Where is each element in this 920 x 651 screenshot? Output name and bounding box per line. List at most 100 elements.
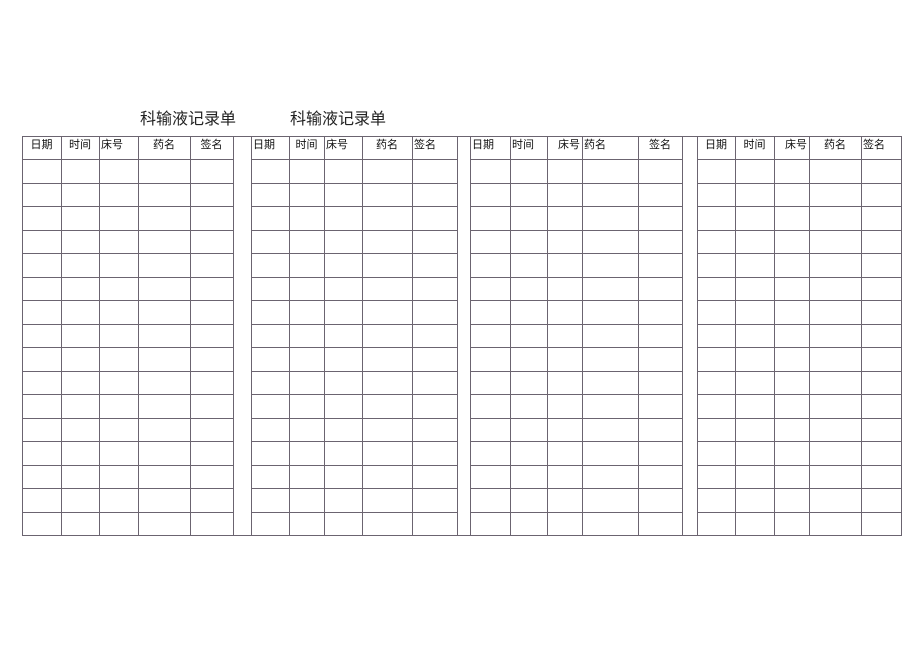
table-cell[interactable] <box>511 513 547 536</box>
table-cell[interactable] <box>23 442 61 465</box>
table-cell[interactable] <box>23 184 61 207</box>
table-cell[interactable] <box>583 466 638 489</box>
table-cell[interactable] <box>413 419 457 442</box>
table-cell[interactable] <box>548 513 582 536</box>
table-cell[interactable] <box>736 466 774 489</box>
table-cell[interactable] <box>62 466 99 489</box>
table-cell[interactable] <box>775 466 809 489</box>
table-cell[interactable] <box>62 231 99 254</box>
table-cell[interactable] <box>775 184 809 207</box>
table-cell[interactable] <box>698 254 735 277</box>
table-cell[interactable] <box>62 442 99 465</box>
table-cell[interactable] <box>862 325 901 348</box>
table-cell[interactable] <box>548 489 582 512</box>
table-cell[interactable] <box>325 325 362 348</box>
table-cell[interactable] <box>100 231 138 254</box>
table-cell[interactable] <box>698 184 735 207</box>
table-cell[interactable] <box>511 207 547 230</box>
table-cell[interactable] <box>471 301 510 324</box>
table-cell[interactable] <box>548 254 582 277</box>
table-cell[interactable] <box>471 278 510 301</box>
table-cell[interactable] <box>548 442 582 465</box>
table-cell[interactable] <box>736 254 774 277</box>
table-cell[interactable] <box>290 419 324 442</box>
table-cell[interactable] <box>698 489 735 512</box>
table-cell[interactable] <box>862 489 901 512</box>
table-cell[interactable] <box>413 395 457 418</box>
table-cell[interactable] <box>583 489 638 512</box>
table-cell[interactable] <box>100 513 138 536</box>
table-cell[interactable] <box>252 442 289 465</box>
table-cell[interactable] <box>736 160 774 183</box>
table-cell[interactable] <box>191 254 233 277</box>
table-cell[interactable] <box>23 489 61 512</box>
table-cell[interactable] <box>100 348 138 371</box>
table-cell[interactable] <box>363 489 412 512</box>
table-cell[interactable] <box>62 395 99 418</box>
table-cell[interactable] <box>810 325 861 348</box>
table-cell[interactable] <box>363 513 412 536</box>
table-cell[interactable] <box>698 442 735 465</box>
table-cell[interactable] <box>511 160 547 183</box>
table-cell[interactable] <box>325 489 362 512</box>
table-cell[interactable] <box>471 348 510 371</box>
table-cell[interactable] <box>775 419 809 442</box>
table-cell[interactable] <box>736 395 774 418</box>
table-cell[interactable] <box>325 301 362 324</box>
table-cell[interactable] <box>511 466 547 489</box>
table-cell[interactable] <box>191 231 233 254</box>
table-cell[interactable] <box>290 231 324 254</box>
table-cell[interactable] <box>862 301 901 324</box>
table-cell[interactable] <box>363 466 412 489</box>
table-cell[interactable] <box>583 348 638 371</box>
table-cell[interactable] <box>698 207 735 230</box>
table-cell[interactable] <box>736 442 774 465</box>
table-cell[interactable] <box>252 348 289 371</box>
table-cell[interactable] <box>252 395 289 418</box>
table-cell[interactable] <box>548 372 582 395</box>
table-cell[interactable] <box>139 254 190 277</box>
table-cell[interactable] <box>191 489 233 512</box>
table-cell[interactable] <box>100 442 138 465</box>
table-cell[interactable] <box>139 442 190 465</box>
table-cell[interactable] <box>548 348 582 371</box>
table-cell[interactable] <box>363 442 412 465</box>
table-cell[interactable] <box>413 489 457 512</box>
table-cell[interactable] <box>639 160 682 183</box>
table-cell[interactable] <box>290 395 324 418</box>
table-cell[interactable] <box>325 513 362 536</box>
table-cell[interactable] <box>810 278 861 301</box>
table-cell[interactable] <box>290 254 324 277</box>
table-cell[interactable] <box>698 160 735 183</box>
table-cell[interactable] <box>413 466 457 489</box>
table-cell[interactable] <box>862 184 901 207</box>
table-cell[interactable] <box>810 372 861 395</box>
table-cell[interactable] <box>363 372 412 395</box>
table-cell[interactable] <box>736 325 774 348</box>
table-cell[interactable] <box>698 419 735 442</box>
table-cell[interactable] <box>548 231 582 254</box>
table-cell[interactable] <box>471 184 510 207</box>
table-cell[interactable] <box>548 419 582 442</box>
table-cell[interactable] <box>548 278 582 301</box>
table-cell[interactable] <box>62 372 99 395</box>
table-cell[interactable] <box>290 301 324 324</box>
table-cell[interactable] <box>325 184 362 207</box>
table-cell[interactable] <box>862 442 901 465</box>
table-cell[interactable] <box>775 372 809 395</box>
table-cell[interactable] <box>583 184 638 207</box>
table-cell[interactable] <box>862 160 901 183</box>
table-cell[interactable] <box>325 254 362 277</box>
table-cell[interactable] <box>62 184 99 207</box>
table-cell[interactable] <box>639 184 682 207</box>
table-cell[interactable] <box>413 278 457 301</box>
table-cell[interactable] <box>23 513 61 536</box>
table-cell[interactable] <box>191 278 233 301</box>
table-cell[interactable] <box>325 207 362 230</box>
table-cell[interactable] <box>511 372 547 395</box>
table-cell[interactable] <box>23 207 61 230</box>
table-cell[interactable] <box>191 301 233 324</box>
table-cell[interactable] <box>23 325 61 348</box>
table-cell[interactable] <box>100 372 138 395</box>
table-cell[interactable] <box>139 513 190 536</box>
